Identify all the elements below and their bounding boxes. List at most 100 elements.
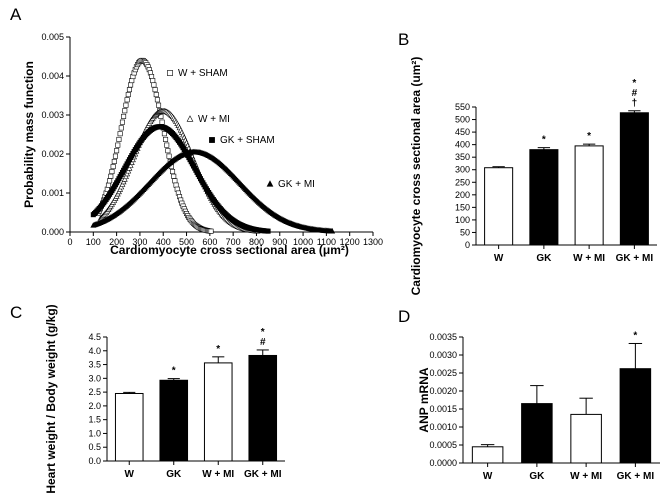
data-point [161, 131, 167, 137]
bar [159, 379, 189, 462]
bar [248, 354, 278, 462]
data-point [165, 148, 171, 154]
significance-mark: # [632, 88, 638, 99]
data-point [121, 176, 128, 182]
bar-group: W [484, 166, 514, 264]
panel-c: C0.00.51.01.52.02.53.03.54.04.5W GK*W + M… [10, 303, 285, 494]
y-tick-label: 0 [465, 240, 470, 250]
x-tick-label: 300 [132, 237, 147, 247]
category-label: W + MI [570, 471, 602, 482]
data-point [164, 142, 170, 148]
y-tick-label: 0.0020 [429, 386, 457, 396]
data-point [329, 227, 336, 234]
data-point [150, 78, 156, 84]
bar [529, 149, 559, 246]
data-point [109, 169, 115, 175]
x-tick-label: 600 [202, 237, 217, 247]
data-point [120, 178, 127, 185]
y-tick-label: 1.0 [88, 428, 101, 438]
y-tick-label: 50 [460, 227, 470, 237]
category-label: GK + MI [616, 253, 654, 264]
panel-letter: D [398, 307, 410, 326]
data-point [115, 142, 121, 148]
y-tick-label: 2.5 [88, 387, 101, 397]
y-tick-label: 0.0030 [429, 350, 457, 360]
significance-mark: * [216, 344, 220, 355]
y-tick-label: 0.0025 [429, 368, 457, 378]
y-tick-label: 0.005 [41, 32, 64, 42]
y-tick-label: 4.0 [88, 346, 101, 356]
data-point [124, 170, 131, 177]
series-gk-mi: GK + MI [90, 148, 336, 234]
y-tick-label: 3.0 [88, 373, 101, 383]
significance-mark: * [542, 135, 546, 146]
bar-group: GK + MI *# [244, 327, 282, 480]
data-point [151, 82, 157, 88]
y-tick-label: 350 [455, 152, 470, 162]
panel-a: A 0.000 0.001 0.002 0.003 0.004 0.005 0 100 200 30… [10, 5, 383, 257]
data-point [125, 92, 131, 98]
bar-group: GK [521, 385, 553, 482]
category-label: GK [529, 471, 545, 482]
data-point [170, 169, 176, 175]
y-tick-label: 0.003 [41, 110, 64, 120]
y-tick-label: 300 [455, 165, 470, 175]
y-tick-label: 0.004 [41, 71, 64, 81]
data-point [208, 228, 214, 234]
bar-group: GK + MI *#† [616, 78, 654, 264]
category-label: GK [166, 469, 182, 480]
data-point [166, 153, 172, 159]
x-tick-label: 400 [156, 237, 171, 247]
y-tick-label: 2.0 [88, 401, 101, 411]
data-point [153, 92, 159, 98]
category-label: GK + MI [617, 471, 655, 482]
data-point [171, 173, 177, 179]
x-tick-label: 1300 [363, 237, 383, 247]
bar [570, 413, 602, 464]
category-label: GK + MI [244, 469, 282, 480]
y-tick-label: 450 [455, 127, 470, 137]
data-point [116, 136, 122, 142]
bar-group: GK + MI * [617, 330, 655, 482]
significance-mark: * [587, 131, 591, 142]
x-tick-label: 700 [226, 237, 241, 247]
x-tick-label: 1200 [340, 237, 360, 247]
category-label: GK [536, 253, 552, 264]
category-label: W + MI [202, 469, 234, 480]
y-tick-label: 0.002 [41, 149, 64, 159]
y-tick-label: 150 [455, 202, 470, 212]
data-point [122, 108, 128, 114]
significance-mark: * [261, 327, 265, 338]
data-point [110, 164, 116, 170]
y-tick-label: 100 [455, 215, 470, 225]
legend-marker [167, 70, 173, 76]
category-label: W + MI [573, 253, 605, 264]
y-tick-label: 0.0000 [429, 458, 457, 468]
bar-group: W + MI [570, 397, 602, 482]
bar [619, 112, 649, 246]
bar [471, 446, 504, 464]
data-point [154, 97, 160, 103]
series-w-sham: W + SHAM [95, 57, 228, 234]
y-tick-label: 0.0035 [429, 332, 457, 342]
data-point [172, 178, 178, 184]
series-gk-sham: GK + SHAM [90, 124, 275, 234]
x-tick-label: 1100 [317, 237, 336, 247]
bar-group: W [471, 444, 504, 482]
y-tick-label: 0.0 [88, 456, 101, 466]
y-tick-label: 250 [455, 177, 470, 187]
data-point [105, 182, 111, 188]
data-point [125, 167, 132, 174]
category-label: W [483, 471, 493, 482]
significance-mark: # [260, 337, 266, 348]
y-axis-title: ANP mRNA [417, 367, 431, 432]
y-tick-label: 0.0015 [429, 404, 457, 414]
bar-group: W + MI * [202, 344, 234, 480]
y-tick-label: 0.0005 [429, 440, 457, 450]
x-tick-label: 0 [67, 237, 72, 247]
y-axis-title: Heart weight / Body weight (g/kg) [44, 304, 58, 493]
x-tick-label: 200 [109, 237, 124, 247]
y-tick-label: 0.5 [88, 442, 101, 452]
